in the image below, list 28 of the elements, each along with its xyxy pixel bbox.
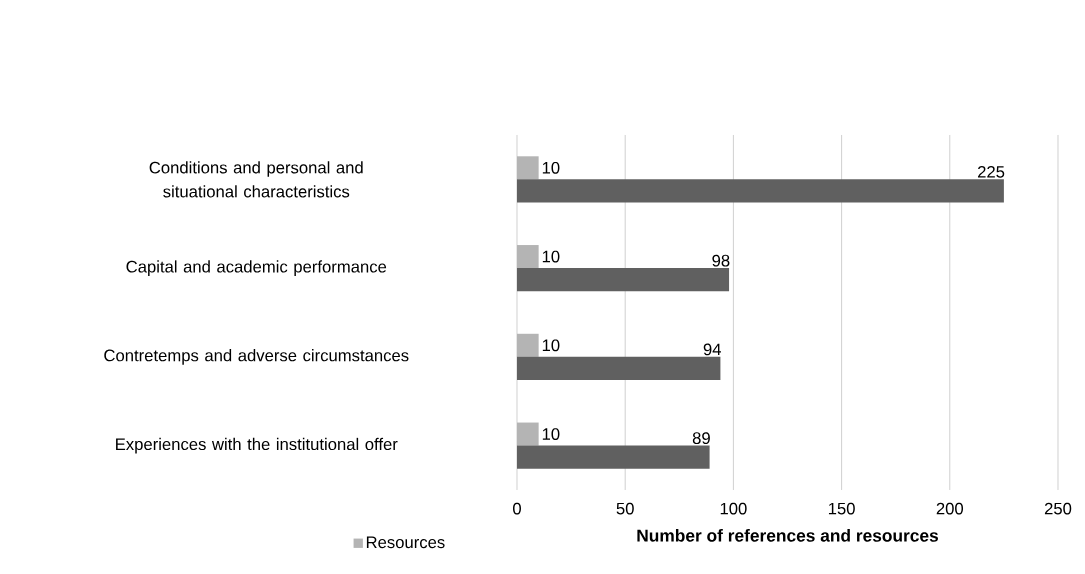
- data-label: 89: [692, 432, 710, 445]
- data-label: 10: [542, 339, 560, 352]
- bar: [517, 333, 539, 357]
- bar: [517, 156, 539, 180]
- data-label: 225: [977, 165, 1005, 178]
- y-tick-label: Conditions and personal and situational characteristics: [149, 161, 363, 198]
- x-tick-label: 150: [828, 502, 855, 515]
- legend-label: Resources: [366, 536, 445, 549]
- bar: [517, 356, 721, 380]
- bar: [517, 179, 1004, 203]
- y-tick-label: Capital and academic performance: [126, 260, 387, 276]
- x-tick-label: 50: [616, 502, 634, 515]
- x-axis-title: Number of references and resources: [637, 528, 938, 542]
- data-label: 10: [542, 250, 560, 263]
- x-tick-label: 200: [936, 502, 964, 515]
- bar: [517, 422, 539, 446]
- bar: [517, 445, 710, 469]
- y-tick-label: Contretemps and adverse circumstances: [104, 349, 409, 365]
- bar: [517, 268, 730, 292]
- x-tick-label: 100: [720, 502, 747, 515]
- bar: [517, 245, 539, 269]
- x-tick-label: 0: [513, 502, 521, 515]
- x-tick-label: 250: [1044, 502, 1072, 515]
- data-label: 98: [712, 254, 730, 267]
- data-label: 10: [542, 428, 560, 440]
- data-label: 94: [703, 343, 721, 356]
- y-tick-label: Experiences with the institutional offer: [116, 437, 398, 454]
- data-label: 10: [542, 161, 560, 174]
